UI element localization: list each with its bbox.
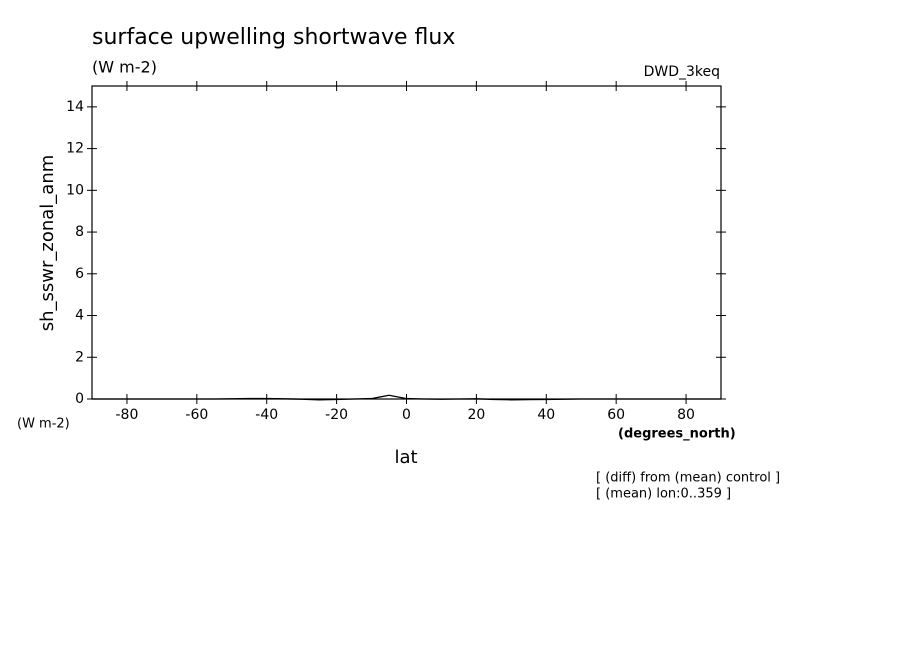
y-tick-label: 10: [66, 182, 84, 198]
x-tick-label: 20: [467, 407, 485, 423]
y-tick-label: 0: [75, 391, 84, 407]
y-tick-label: 14: [66, 99, 84, 115]
note: [ (mean) lon:0..359 ]: [596, 487, 731, 502]
y-tick-label: 4: [75, 308, 84, 324]
data-line: [92, 394, 721, 401]
x-tick-label: 60: [607, 407, 625, 423]
x-tick-label: 40: [537, 407, 555, 423]
y-tick-label: 12: [66, 141, 84, 157]
y-tick-label: 8: [75, 224, 84, 240]
x-axis-label: lat: [394, 447, 417, 468]
x-tick-label: 80: [677, 407, 695, 423]
chart-subtitle: (W m-2): [92, 58, 157, 77]
y-units: (W m-2): [17, 417, 70, 432]
y-tick-label: 2: [75, 349, 84, 365]
x-units: (degrees_north): [618, 427, 736, 442]
y-axis-label: sh_sswr_zonal_anm: [37, 155, 58, 332]
chart-title: surface upwelling shortwave flux: [92, 25, 455, 50]
x-tick-label: -80: [116, 407, 139, 423]
x-tick-label: -60: [185, 407, 208, 423]
y-tick-label: 6: [75, 266, 84, 282]
x-tick-label: -20: [325, 407, 348, 423]
dataset-label: DWD_3keq: [644, 64, 720, 80]
note: [ (diff) from (mean) control ]: [596, 471, 780, 486]
x-tick-label: -40: [255, 407, 278, 423]
x-tick-label: 0: [402, 407, 411, 423]
